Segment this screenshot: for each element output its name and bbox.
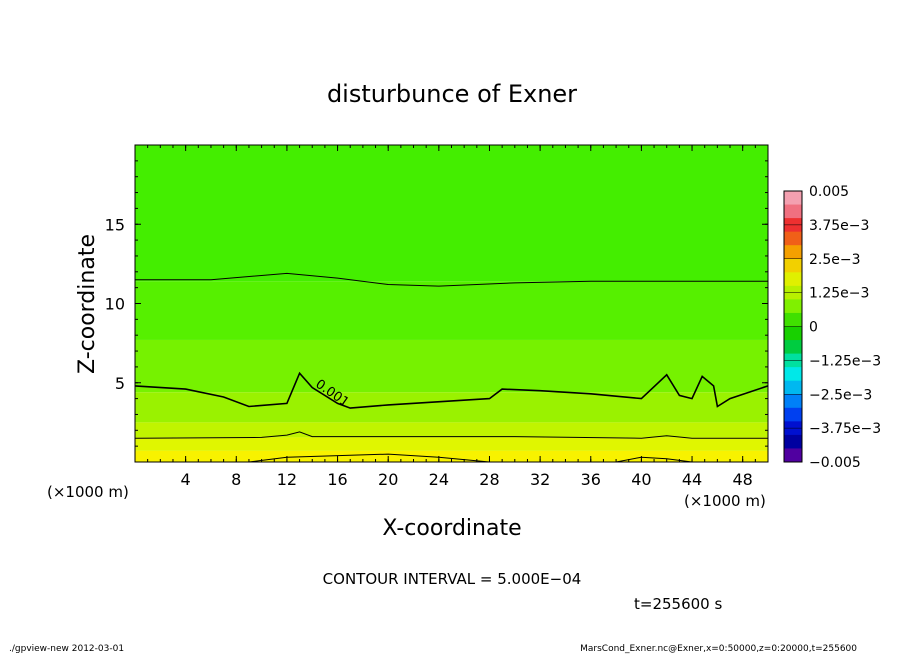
y-tick-label: 5 <box>115 374 125 393</box>
x-unit-right: (×1000 m) <box>684 492 766 510</box>
colorbar-swatch <box>784 326 802 341</box>
colorbar-label: −3.75e−3 <box>809 421 881 437</box>
x-tick-label: 4 <box>181 470 191 489</box>
contour-interval-label: CONTOUR INTERVAL = 5.000E−04 <box>323 570 582 588</box>
colorbar-swatch <box>784 448 802 463</box>
colorbar-label: 0.005 <box>809 184 849 200</box>
filled-band <box>135 422 768 438</box>
footer-left: ./gpview-new 2012-03-01 <box>9 644 124 654</box>
x-tick-label: 20 <box>378 470 398 489</box>
contour-line <box>134 431 768 439</box>
colorbar-swatch <box>784 407 802 422</box>
colorbar-swatch <box>784 394 802 409</box>
contour-line <box>134 371 769 409</box>
colorbar-swatch <box>784 380 802 395</box>
x-tick-label: 36 <box>581 470 601 489</box>
y-ticks: 5 10 15 <box>105 160 768 447</box>
x-tick-label: 8 <box>231 470 241 489</box>
footer-right: MarsCond_Exner.nc@Exner,x=0:50000,z=0:20… <box>580 644 857 654</box>
colorbar-label: 1.25e−3 <box>809 286 869 302</box>
x-tick-label: 44 <box>682 470 702 489</box>
x-unit-left: (×1000 m) <box>47 483 129 501</box>
x-axis-label: X-coordinate <box>382 516 521 541</box>
colorbar-swatch <box>784 272 802 287</box>
filled-band <box>135 450 768 462</box>
colorbar-swatch <box>784 231 802 246</box>
colorbar-swatch <box>784 312 802 327</box>
colorbar-swatch <box>784 299 802 314</box>
colorbar-label: −1.25e−3 <box>809 353 881 369</box>
chart-title: disturbunce of Exner <box>327 80 577 108</box>
colorbar-label: −0.005 <box>809 455 861 471</box>
colorbar-swatch <box>784 191 802 206</box>
colorbar-swatch <box>784 434 802 449</box>
y-tick-label: 15 <box>105 215 125 234</box>
colorbar-label: 3.75e−3 <box>809 218 869 234</box>
x-tick-label: 40 <box>631 470 651 489</box>
colorbar-label: 0 <box>809 320 818 336</box>
colorbar-label: −2.5e−3 <box>809 387 872 403</box>
colorbar: 0.005 3.75e−3 2.5e−3 1.25e−3 0 −1.25e−3 −2.5e−… <box>783 184 881 471</box>
colorbar-swatch <box>784 245 802 260</box>
x-tick-label: 12 <box>277 470 297 489</box>
contour-line <box>248 453 490 463</box>
x-tick-label: 24 <box>429 470 449 489</box>
filled-band <box>135 145 768 282</box>
x-tick-label: 32 <box>530 470 550 489</box>
y-axis-label: Z-coordinate <box>75 234 100 374</box>
time-label: t=255600 s <box>634 595 722 613</box>
x-tick-label: 28 <box>479 470 499 489</box>
y-tick-label: 10 <box>105 295 125 314</box>
filled-band <box>135 281 768 340</box>
colorbar-swatch <box>784 340 802 355</box>
x-ticks: 4 8 12 16 20 24 28 32 36 40 44 48 <box>147 145 756 489</box>
colorbar-swatch <box>784 204 802 219</box>
colorbar-label: 2.5e−3 <box>809 252 861 268</box>
filled-band <box>135 392 768 423</box>
x-tick-label: 16 <box>327 470 347 489</box>
x-tick-label: 48 <box>733 470 753 489</box>
filled-band <box>135 339 768 393</box>
colorbar-swatch <box>784 367 802 382</box>
colorbar-swatch <box>784 258 802 273</box>
filled-band <box>135 437 768 451</box>
plot-area: 0.001 <box>134 144 769 463</box>
contour-line <box>135 272 768 287</box>
